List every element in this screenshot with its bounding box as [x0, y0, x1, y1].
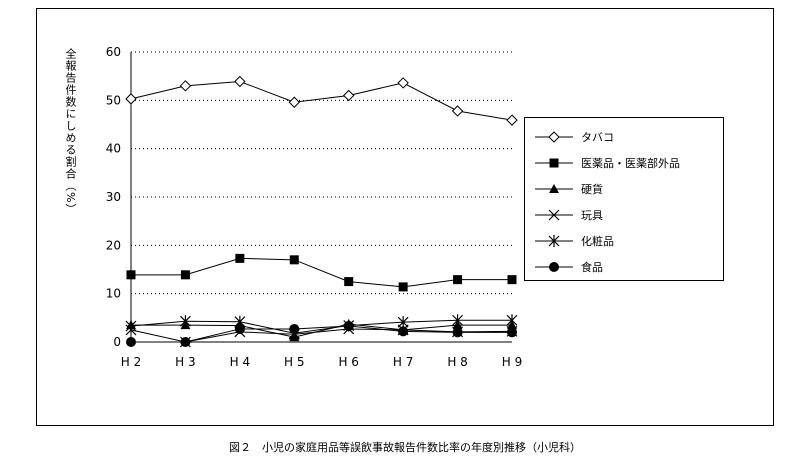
legend-label: 化粧品	[581, 235, 614, 248]
data-point	[451, 105, 464, 117]
legend-marker-icon	[535, 209, 573, 221]
data-point	[234, 323, 245, 334]
data-point	[507, 327, 517, 338]
series-line	[130, 80, 513, 121]
data-point	[125, 320, 137, 333]
x-tick-label: H 4	[230, 355, 250, 369]
axes	[130, 52, 512, 343]
legend-marker-icon	[535, 262, 573, 272]
legend-label: 硬貨	[581, 183, 603, 196]
legend-item: 玩具	[525, 204, 723, 226]
y-tick-labels: 0 10 20 30 40 50 60	[106, 45, 121, 349]
data-point	[549, 262, 559, 272]
data-point	[548, 209, 560, 221]
data-point	[397, 316, 409, 329]
series-line	[131, 257, 512, 288]
data-point	[126, 337, 136, 347]
data-point	[126, 270, 136, 280]
data-point	[235, 253, 245, 263]
legend-label: 医薬品・医薬部外品	[581, 157, 680, 170]
data-point	[548, 235, 560, 247]
x-tick-label: H 6	[338, 355, 358, 369]
data-point	[549, 184, 559, 193]
legend-label: タバコ	[581, 131, 614, 144]
legend-label: 玩具	[581, 209, 603, 222]
series-6	[126, 321, 517, 347]
y-tick-label: 20	[106, 238, 121, 252]
x-tick-label: H 5	[284, 355, 304, 369]
data-point	[506, 114, 518, 126]
x-tick-label: H 8	[447, 355, 467, 369]
legend-marker-icon	[535, 235, 573, 247]
legend-item: 食品	[525, 256, 723, 278]
x-tick-label: H 7	[393, 355, 413, 369]
legend-item: 硬貨	[525, 178, 723, 200]
data-point	[125, 93, 137, 105]
legend-item: 化粧品	[525, 230, 723, 252]
data-point	[452, 327, 463, 338]
y-tick-label: 30	[106, 190, 121, 204]
data-point	[234, 75, 246, 88]
legend-marker-icon	[535, 158, 573, 168]
legend-item: 医薬品・医薬部外品	[525, 152, 723, 174]
y-tick-label: 50	[106, 93, 121, 107]
y-axis-label: 全報告件数にしめる割合（%）	[64, 48, 77, 216]
x-tick-label: H 3	[175, 355, 195, 369]
data-point	[344, 277, 354, 287]
data-point	[289, 255, 299, 265]
x-tick-label: H 9	[502, 355, 522, 369]
legend-marker-icon	[535, 131, 573, 143]
y-tick-label: 0	[113, 335, 121, 349]
x-tick-labels: H 2 H 3 H 4 H 5 H 6 H 7 H 8 H 9	[121, 355, 522, 369]
data-point	[180, 315, 191, 328]
y-tick-label: 10	[106, 287, 121, 301]
y-tick-label: 40	[106, 142, 121, 156]
legend-label: 食品	[581, 261, 603, 274]
data-point	[288, 96, 300, 108]
series-line	[131, 323, 512, 338]
data-point	[397, 77, 409, 89]
data-point	[453, 275, 463, 285]
data-point	[549, 158, 559, 168]
legend-item: タバコ	[525, 126, 723, 148]
chart-frame	[36, 8, 774, 426]
data-point	[343, 89, 355, 102]
data-point	[506, 314, 518, 327]
series-line	[130, 319, 512, 334]
y-tick-label: 60	[106, 45, 121, 59]
data-point	[398, 326, 409, 337]
data-point	[548, 131, 560, 143]
data-point	[180, 337, 191, 347]
legend: タバコ 医薬品・医薬部外品 硬貨 玩具 化粧品 食品	[524, 117, 724, 281]
data-point	[180, 270, 190, 280]
data-point	[507, 275, 517, 285]
series-line	[131, 325, 512, 343]
series-2	[126, 253, 517, 292]
data-point	[289, 323, 300, 334]
data-point	[398, 282, 408, 292]
data-point	[343, 321, 354, 332]
series-1	[125, 75, 518, 126]
data-point	[179, 80, 192, 92]
figure-caption: 図２ 小児の家庭用品等誤飲事故報告件数比率の年度別推移（小児科）	[229, 441, 581, 454]
x-tick-label: H 2	[121, 355, 141, 369]
series-layer	[125, 75, 518, 348]
data-point	[452, 314, 463, 327]
legend-marker-icon	[535, 184, 573, 193]
